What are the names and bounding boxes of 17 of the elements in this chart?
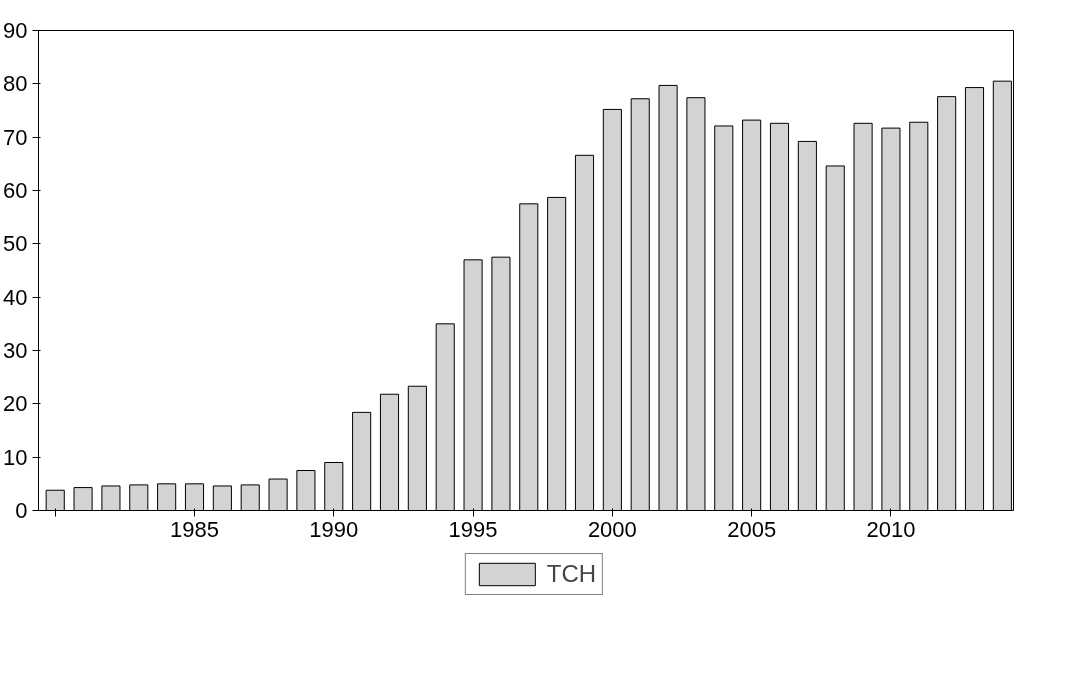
y-tick-label: 30 xyxy=(3,338,28,363)
y-tick-label: 60 xyxy=(3,178,28,203)
x-tick-label: 2000 xyxy=(587,516,637,542)
x-tick-label: 2005 xyxy=(727,516,777,542)
y-tick-label: 40 xyxy=(3,284,28,310)
x-tick-label: 2010 xyxy=(866,516,916,542)
y-tick-label: 90 xyxy=(3,18,28,43)
y-tick-label: 50 xyxy=(3,231,28,257)
y-tick-label: 20 xyxy=(3,391,28,417)
y-tick-label: 0 xyxy=(15,498,28,523)
y-tick-label: 10 xyxy=(3,444,28,470)
y-tick-label: 70 xyxy=(3,124,28,150)
x-tick-label: 1995 xyxy=(448,516,498,542)
x-tick-label: 1985 xyxy=(170,516,219,542)
x-tick-label: 1990 xyxy=(309,516,359,542)
legend-label: TCH xyxy=(546,560,597,588)
y-tick-label: 80 xyxy=(3,71,28,97)
